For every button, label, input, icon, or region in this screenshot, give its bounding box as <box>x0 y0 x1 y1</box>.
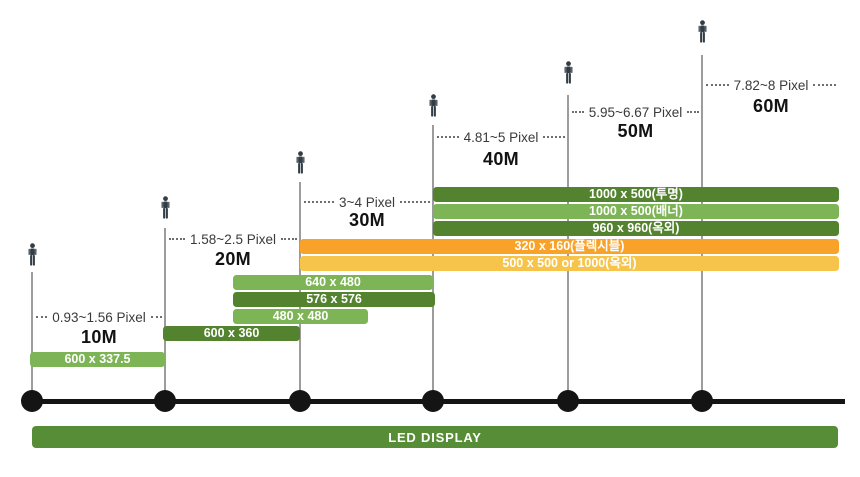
distance-label-60m: 60M <box>753 96 789 116</box>
person-icon <box>696 20 709 45</box>
baseline-dot-60m <box>691 390 713 412</box>
bar-label: 480 x 480 <box>272 309 329 324</box>
dotted-leader <box>399 201 431 203</box>
pixel-range-label-60m: 7.82~8 Pixel <box>706 77 836 93</box>
resolution-bar-500x500-or-1000-outdoor: 500 x 500 or 1000(옥외) <box>300 256 839 271</box>
baseline-dot-40m <box>422 390 444 412</box>
distance-line-10m <box>31 272 33 403</box>
bar-label: 576 x 576 <box>306 292 362 307</box>
pixel-range-text: 3~4 Pixel <box>339 194 395 210</box>
distance-label-30m: 30M <box>349 210 385 230</box>
baseline-dot-30m <box>289 390 311 412</box>
resolution-bar-640x480: 640 x 480 <box>233 275 433 290</box>
resolution-bar-960x960-outdoor: 960 x 960(옥외) <box>433 221 839 236</box>
pixel-range-text: 0.93~1.56 Pixel <box>52 309 146 325</box>
person-icon <box>562 61 575 86</box>
distance-label-20m: 20M <box>215 249 251 269</box>
dotted-leader <box>543 136 565 138</box>
distance-label-50m: 50M <box>617 121 654 141</box>
pixel-range-label-10m: 0.93~1.56 Pixel <box>36 309 163 325</box>
distance-label-40m: 40M <box>483 149 519 169</box>
bar-label: 500 x 500 or 1000(옥외) <box>502 256 637 271</box>
distance-line-20m <box>164 228 166 403</box>
dotted-leader <box>572 111 584 113</box>
resolution-bar-480x480: 480 x 480 <box>233 309 368 324</box>
person-icon <box>427 94 440 119</box>
pixel-range-label-20m: 1.58~2.5 Pixel <box>169 231 297 247</box>
person-icon <box>26 243 39 268</box>
dotted-leader <box>813 84 836 86</box>
resolution-bar-576x576: 576 x 576 <box>233 292 435 307</box>
pixel-range-text: 5.95~6.67 Pixel <box>588 104 683 120</box>
bar-label: 1000 x 500(투명) <box>589 187 683 202</box>
pixel-range-label-50m: 5.95~6.67 Pixel <box>572 104 700 120</box>
bar-label: 640 x 480 <box>305 275 361 290</box>
bar-label: 600 x 360 <box>203 326 260 341</box>
dotted-leader <box>150 316 163 318</box>
baseline-dot-10m <box>21 390 43 412</box>
distance-label-10m: 10M <box>81 327 117 347</box>
dotted-leader <box>437 136 459 138</box>
baseline-dot-20m <box>154 390 176 412</box>
dotted-leader <box>304 201 335 203</box>
led-display-bar: LED DISPLAY <box>32 426 838 448</box>
resolution-bar-320x160-flexible: 320 x 160(플렉시블) <box>300 239 839 254</box>
resolution-bar-1000x500-transparent: 1000 x 500(투명) <box>433 187 839 202</box>
baseline-dot-50m <box>557 390 579 412</box>
pixel-range-label-40m: 4.81~5 Pixel <box>437 129 565 145</box>
dotted-leader <box>687 111 700 113</box>
resolution-bar-1000x500-banner: 1000 x 500(배너) <box>433 204 839 219</box>
dotted-leader <box>169 238 186 240</box>
dotted-leader <box>706 84 729 86</box>
person-icon <box>294 151 307 176</box>
bar-label: 600 x 337.5 <box>64 352 131 367</box>
pixel-range-text: 7.82~8 Pixel <box>733 77 809 93</box>
dotted-leader <box>36 316 48 318</box>
pixel-range-text: 1.58~2.5 Pixel <box>190 231 276 247</box>
person-icon <box>159 196 172 221</box>
resolution-bar-600x360: 600 x 360 <box>163 326 300 341</box>
pixel-range-label-30m: 3~4 Pixel <box>304 194 431 210</box>
resolution-bar-600x337: 600 x 337.5 <box>30 352 165 367</box>
bar-label: 320 x 160(플렉시블) <box>514 239 625 254</box>
dotted-leader <box>280 238 297 240</box>
bar-label: 1000 x 500(배너) <box>589 204 683 219</box>
bar-label: 960 x 960(옥외) <box>592 221 680 236</box>
pixel-range-text: 4.81~5 Pixel <box>463 129 539 145</box>
